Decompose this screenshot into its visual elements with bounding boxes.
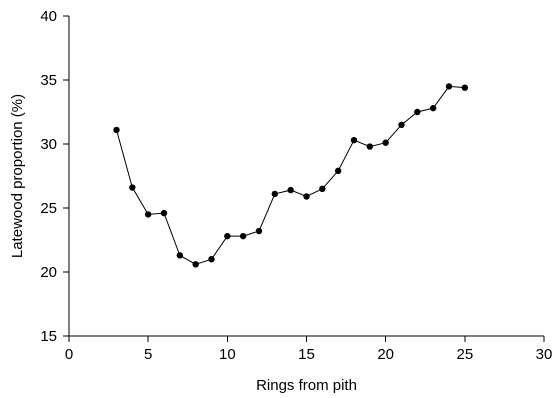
- data-point: [445, 83, 453, 90]
- data-point: [398, 121, 405, 128]
- data-point: [208, 256, 215, 263]
- data-point: [144, 211, 152, 218]
- data-point: [461, 84, 469, 91]
- x-tick-label: 30: [536, 346, 553, 363]
- data-point: [303, 193, 310, 200]
- x-axis-title: Rings from pith: [256, 377, 357, 394]
- y-tick-label: 40: [40, 8, 57, 25]
- data-point: [319, 185, 326, 192]
- data-point: [176, 252, 184, 259]
- data-point: [255, 227, 263, 235]
- data-points: [113, 83, 469, 268]
- x-tick-label: 5: [144, 346, 152, 363]
- data-point: [271, 190, 279, 198]
- x-ticks: 0 5 10 15 20 25 30: [65, 336, 553, 363]
- y-tick-label: 15: [40, 328, 57, 345]
- data-point: [113, 126, 120, 134]
- x-tick-label: 20: [377, 346, 394, 363]
- data-point: [224, 232, 231, 240]
- x-tick-label: 15: [298, 346, 315, 363]
- series-line: [116, 85, 465, 265]
- y-ticks: 15 20 25 30 35 40: [40, 8, 69, 345]
- data-point: [287, 186, 294, 194]
- x-tick-label: 0: [65, 346, 73, 363]
- y-tick-label: 20: [40, 264, 57, 281]
- data-point: [414, 108, 421, 116]
- axes: 0 5 10 15 20 25 30 15 20 25 30 35 40: [40, 8, 552, 363]
- plot-area: [113, 83, 469, 268]
- data-point: [366, 143, 374, 150]
- data-point: [429, 104, 437, 112]
- data-point: [192, 261, 199, 268]
- data-point: [350, 136, 358, 144]
- data-point: [382, 139, 389, 146]
- y-tick-label: 30: [40, 136, 57, 153]
- data-point: [334, 167, 342, 175]
- data-point: [239, 232, 247, 240]
- data-point: [160, 209, 168, 217]
- y-tick-label: 35: [40, 72, 57, 89]
- x-tick-label: 10: [219, 346, 236, 363]
- y-tick-label: 25: [40, 200, 57, 217]
- data-point: [129, 184, 136, 191]
- y-axis-title: Latewood proportion (%): [9, 94, 26, 258]
- x-tick-label: 25: [456, 346, 473, 363]
